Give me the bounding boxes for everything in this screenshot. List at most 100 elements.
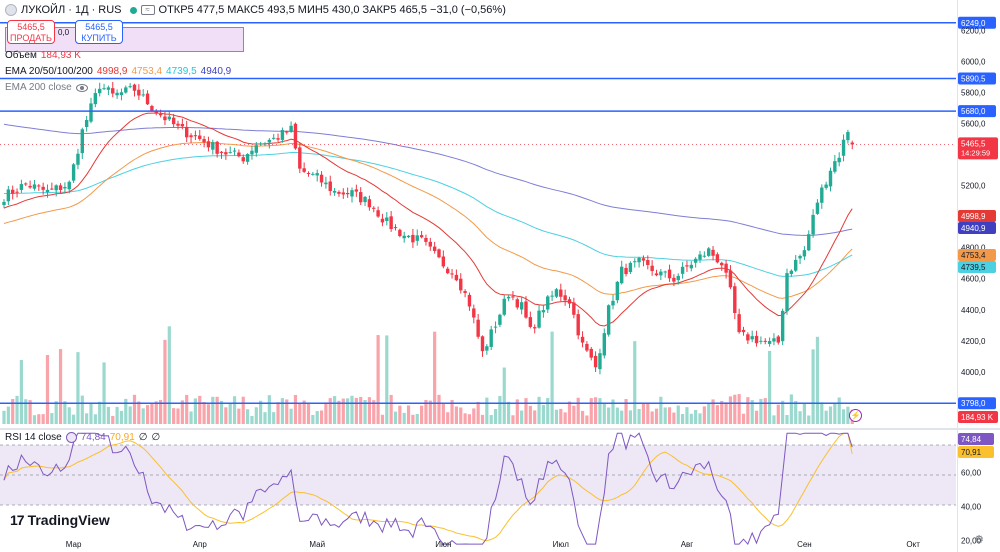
volume-bar	[241, 396, 245, 424]
volume-tag	[958, 411, 998, 423]
candle	[163, 111, 167, 126]
candle	[215, 140, 219, 158]
symbol-title[interactable]: ЛУКОЙЛ · 1Д · RUS	[21, 4, 122, 16]
candle	[759, 336, 763, 345]
volume-bar	[93, 414, 97, 424]
candle	[93, 88, 98, 108]
price-tick-label: 6200,0	[961, 26, 986, 35]
gear-icon[interactable]: ⚙	[974, 534, 984, 546]
volume-bar	[437, 394, 441, 424]
ema200-value: 4940,9	[200, 66, 232, 77]
candle-body	[93, 93, 98, 105]
volume-bar	[176, 408, 180, 424]
volume-bar	[306, 402, 311, 424]
volume-bar	[246, 409, 250, 424]
volume-bar	[841, 409, 846, 424]
volume-bar	[559, 408, 563, 424]
level-price-tag	[958, 72, 996, 85]
candle	[676, 273, 680, 285]
candle-body	[741, 329, 746, 333]
candle-body	[693, 258, 698, 263]
volume-bar	[493, 408, 498, 424]
volume-bar	[380, 414, 385, 424]
candle-body	[119, 92, 124, 96]
candle	[559, 283, 563, 302]
candle	[850, 140, 854, 150]
ema-legend[interactable]: EMA 20/50/100/200 4998,9 4753,4 4739,5 4…	[5, 66, 231, 77]
volume-bar	[785, 414, 789, 424]
candle-body	[50, 188, 54, 190]
candle	[372, 206, 376, 213]
volume-bar	[754, 410, 759, 424]
candle	[258, 141, 263, 146]
candle-body	[498, 314, 502, 325]
candle	[98, 82, 102, 97]
candle	[385, 212, 389, 226]
candle-body	[663, 271, 667, 273]
candle	[106, 85, 111, 96]
volume-bar	[620, 410, 624, 424]
candle	[711, 245, 715, 261]
ema50-value: 4753,4	[131, 66, 163, 77]
candle-body	[785, 273, 789, 312]
candle-body	[615, 281, 620, 301]
volume-legend[interactable]: Объем 184,93 K	[5, 50, 81, 61]
ema100-line	[4, 151, 853, 277]
rsi-value-tag-label: 74,84	[961, 435, 982, 444]
volume-bar	[433, 331, 437, 424]
volume-bar	[363, 400, 367, 424]
sell-button[interactable]: 5465,5 ПРОДАТЬ	[7, 20, 55, 44]
candle-body	[198, 135, 202, 139]
candle	[424, 234, 428, 246]
candle-body	[715, 254, 720, 263]
volume-bar	[728, 396, 733, 424]
candle-body	[67, 181, 71, 190]
candle	[541, 304, 546, 318]
candle-body	[141, 94, 145, 96]
candle	[211, 139, 215, 155]
candle-body	[754, 335, 759, 344]
candle-body	[824, 184, 828, 188]
ema200-close-legend[interactable]: EMA 200 close	[5, 82, 88, 93]
candle-body	[772, 338, 776, 342]
volume-bar	[576, 397, 580, 424]
lightning-icon[interactable]: ⚡	[849, 409, 862, 422]
eye-icon[interactable]	[75, 83, 88, 92]
candle	[585, 341, 589, 353]
sell-label: ПРОДАТЬ	[10, 33, 52, 43]
volume-bar	[533, 410, 537, 424]
spread-value: 0,0	[58, 28, 70, 37]
candle-body	[167, 116, 171, 120]
rsi-settings-icon[interactable]	[65, 432, 77, 443]
volume-bar	[428, 400, 432, 424]
candle	[67, 180, 71, 194]
volume-bar	[150, 403, 154, 424]
candle-body	[463, 291, 467, 293]
candle-body	[572, 302, 576, 315]
buy-button[interactable]: 5465,5 КУПИТЬ	[75, 20, 123, 44]
candle-body	[672, 277, 676, 282]
volume-bar	[546, 397, 550, 424]
candle	[2, 199, 6, 209]
tradingview-logo[interactable]: 17 TradingView	[10, 512, 110, 528]
volume-bar	[63, 401, 67, 424]
candle-body	[820, 187, 824, 203]
candle	[841, 134, 846, 162]
candle-body	[759, 340, 763, 342]
volume-bar	[802, 403, 806, 424]
candle	[393, 224, 398, 231]
volume-bar	[285, 399, 289, 424]
volume-bar	[624, 399, 628, 424]
symbol-header[interactable]: ЛУКОЙЛ · 1Д · RUS ≈ ОТКР5 477,5 МАКС5 49…	[5, 4, 506, 16]
candle	[685, 260, 689, 272]
candle	[580, 331, 585, 348]
candle-body	[659, 271, 663, 276]
candle-body	[84, 120, 89, 127]
volume-bar	[324, 402, 328, 424]
candle	[298, 142, 302, 174]
rsi-legend[interactable]: RSI 14 close 74,84 70,91 ∅ ∅	[5, 432, 160, 443]
volume-bar	[76, 352, 80, 424]
volume-bar	[746, 397, 750, 424]
volume-bar	[646, 403, 650, 424]
